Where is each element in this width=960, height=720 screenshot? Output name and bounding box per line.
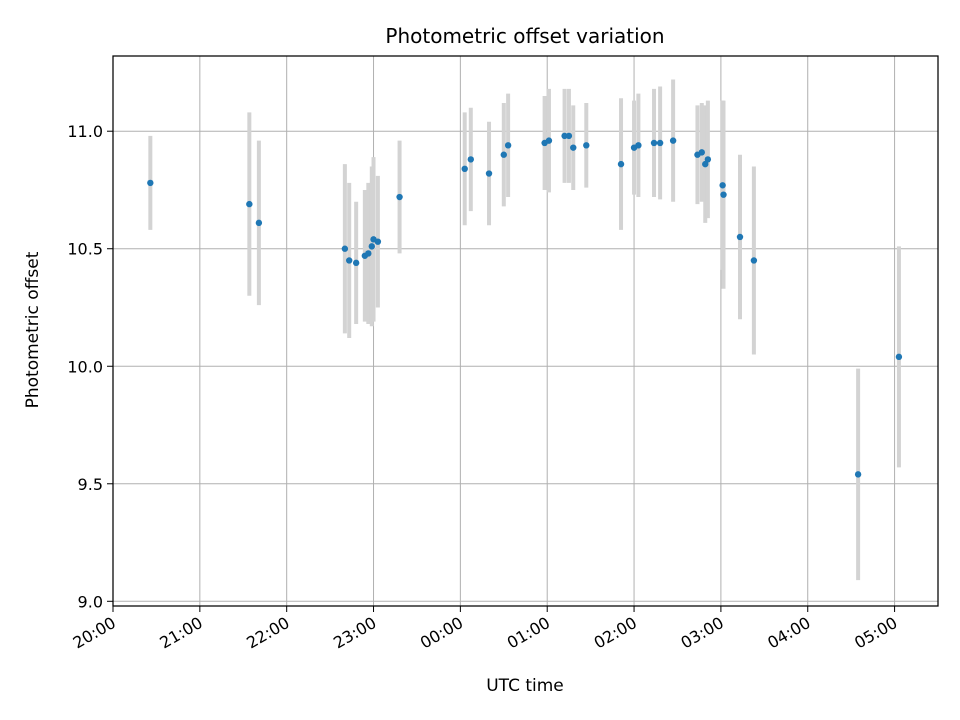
data-point [570,144,577,151]
data-point [650,139,658,147]
data-point [669,137,677,144]
data-point [504,142,512,149]
data-point [750,257,758,264]
data-point [467,156,474,163]
data-point [374,238,382,245]
data-point [617,160,625,168]
y-axis-title: Photometric offset [23,251,43,408]
data-point [545,137,553,144]
data-point [246,200,253,208]
data-point [704,156,712,163]
data-point [635,142,642,149]
data-point [698,149,705,156]
data-point [341,245,349,252]
data-point [461,165,468,173]
data-point [656,139,664,147]
data-point [719,182,726,189]
y-tick-label: 9.0 [78,592,103,611]
data-point [854,471,862,478]
plot-frame [112,55,939,607]
data-point [147,179,154,187]
data-point [583,142,590,149]
data-point [365,250,372,257]
y-tick-label: 9.5 [78,475,103,494]
data-points [147,132,903,478]
x-axis-title: UTC time [486,676,564,696]
data-point [396,193,403,201]
data-point [736,233,744,241]
data-point [255,219,263,227]
y-tick-label: 11.0 [67,122,103,141]
chart-title: Photometric offset variation [385,24,664,48]
data-point [702,160,709,168]
y-axis-ticks: 9.0 9.5 10.0 10.5 11.0 [67,122,113,611]
y-tick-label: 10.0 [67,357,103,376]
y-tick-label: 10.5 [67,240,103,259]
data-point [352,259,360,267]
data-point [565,132,573,140]
data-point [368,243,375,250]
data-point [346,257,353,264]
data-point [895,353,903,361]
data-point [485,170,493,177]
data-point [720,191,727,198]
data-point [500,151,507,158]
